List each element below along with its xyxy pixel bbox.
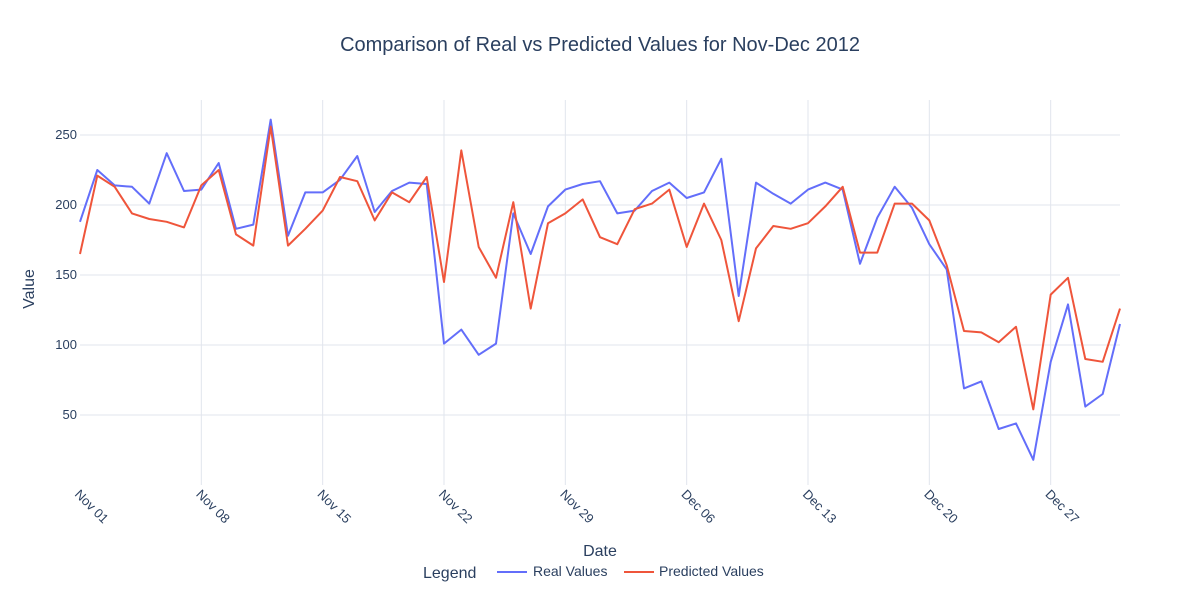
y-tick-label: 150 (55, 267, 77, 282)
y-tick-label: 250 (55, 127, 77, 142)
x-tick-label: Dec 20 (921, 487, 961, 527)
x-tick-label: Nov 22 (436, 487, 476, 527)
x-tick-label: Nov 15 (315, 487, 355, 527)
x-tick-label: Dec 13 (800, 487, 840, 527)
legend-label-real: Real Values (533, 563, 607, 579)
x-axis-title: Date (583, 543, 617, 560)
x-tick-label: Nov 29 (557, 487, 597, 527)
series-lines (79, 118, 1121, 461)
y-tick-label: 200 (55, 197, 77, 212)
x-tick-label: Nov 08 (193, 487, 233, 527)
chart-title: Comparison of Real vs Predicted Values f… (340, 34, 860, 56)
x-tick-label: Dec 06 (679, 487, 719, 527)
legend-item-real[interactable]: Real Values (497, 563, 607, 579)
x-tick-label: Nov 01 (72, 487, 112, 527)
legend-item-predicted[interactable]: Predicted Values (624, 563, 764, 579)
y-tick-label: 50 (63, 407, 77, 422)
grid (80, 100, 1120, 485)
y-axis-ticks: 50 100 150 200 250 (55, 127, 77, 422)
x-axis-ticks: Nov 01 Nov 08 Nov 15 Nov 22 Nov 29 Dec 06 Dec … (72, 487, 1082, 527)
y-axis-title: Value (21, 269, 38, 309)
legend-title: Legend (423, 565, 476, 582)
y-tick-label: 100 (55, 337, 77, 352)
legend: Legend Real Values Predicted Values (423, 563, 764, 582)
legend-label-predicted: Predicted Values (659, 563, 764, 579)
x-tick-label: Dec 27 (1043, 487, 1083, 527)
series-line-predicted (79, 125, 1121, 411)
series-line-real (79, 118, 1121, 461)
